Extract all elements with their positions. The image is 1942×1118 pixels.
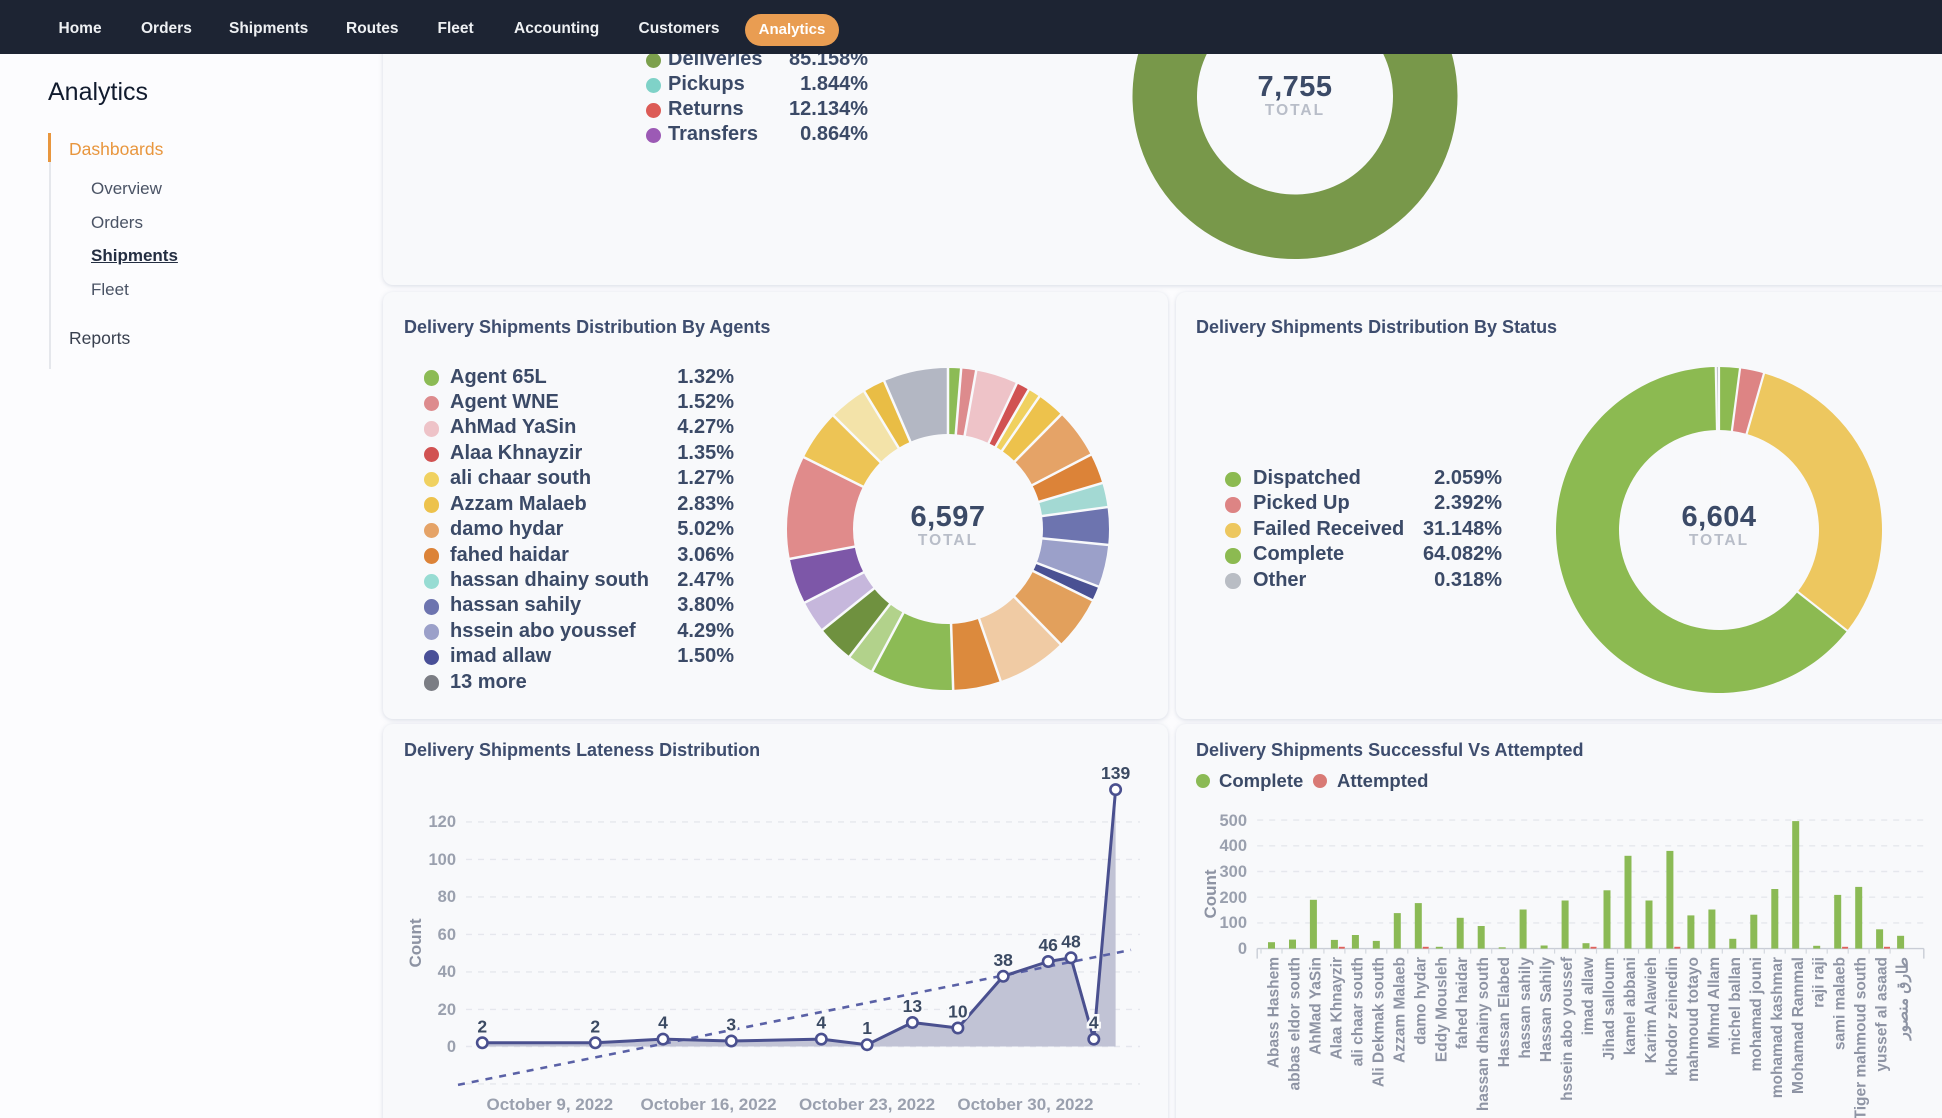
svg-text:damo hydar: damo hydar — [1412, 957, 1429, 1045]
svg-text:sami malaeb: sami malaeb — [1832, 957, 1849, 1050]
svg-text:Azzam Malaeb: Azzam Malaeb — [1391, 957, 1408, 1063]
svg-text:Hassan Sahily: Hassan Sahily — [1538, 957, 1555, 1062]
svg-text:hassan sahily: hassan sahily — [1517, 957, 1534, 1059]
svg-text:4: 4 — [816, 1013, 826, 1033]
svg-text:Tiger mahmoud south: Tiger mahmoud south — [1853, 957, 1870, 1118]
svg-text:hassan dhainy south: hassan dhainy south — [1475, 957, 1492, 1111]
svg-text:kamel abbani: kamel abbani — [1622, 957, 1639, 1055]
svg-text:yussef al asaad: yussef al asaad — [1874, 957, 1891, 1072]
svg-text:Karim Alawieh: Karim Alawieh — [1643, 957, 1660, 1063]
svg-text:4: 4 — [658, 1013, 668, 1033]
svg-text:Hassan Elabed: Hassan Elabed — [1496, 957, 1513, 1067]
svg-text:46: 46 — [1038, 935, 1058, 955]
svg-text:khodor zeinedin: khodor zeinedin — [1664, 957, 1681, 1076]
svg-text:4: 4 — [1089, 1013, 1099, 1033]
svg-text:139: 139 — [1101, 763, 1130, 783]
svg-text:AhMad YaSin: AhMad YaSin — [1307, 957, 1324, 1055]
svg-text:2: 2 — [590, 1016, 600, 1036]
svg-text:ali chaar south: ali chaar south — [1349, 957, 1366, 1066]
svg-text:hssein abo youssef: hssein abo youssef — [1559, 956, 1576, 1101]
svg-text:48: 48 — [1061, 931, 1081, 951]
svg-text:raji raji: raji raji — [1811, 957, 1828, 1008]
svg-text:2: 2 — [477, 1016, 487, 1036]
svg-text:Jihad salloum: Jihad salloum — [1601, 957, 1618, 1060]
svg-text:1: 1 — [862, 1018, 872, 1038]
svg-text:Mohamad Rammal: Mohamad Rammal — [1790, 957, 1807, 1094]
svg-text:Abass Hashem: Abass Hashem — [1266, 957, 1283, 1068]
svg-text:abbas eldor south: abbas eldor south — [1287, 957, 1304, 1091]
svg-text:Mhmd Allam: Mhmd Allam — [1706, 957, 1723, 1049]
svg-text:imad allaw: imad allaw — [1580, 956, 1597, 1035]
svg-text:38: 38 — [993, 950, 1013, 970]
svg-text:mahmoud totayo: mahmoud totayo — [1685, 957, 1702, 1082]
svg-text:Ali Dekmak south: Ali Dekmak south — [1370, 957, 1387, 1087]
svg-text:3: 3 — [726, 1015, 736, 1035]
svg-text:Alaa Khnayzir: Alaa Khnayzir — [1328, 957, 1345, 1060]
svg-text:michel ballan: michel ballan — [1727, 957, 1744, 1055]
svg-text:10: 10 — [948, 1002, 968, 1022]
svg-text:mohamad kashmar: mohamad kashmar — [1769, 957, 1786, 1098]
svg-text:mohamad jouni: mohamad jouni — [1748, 957, 1765, 1072]
svg-text:13: 13 — [903, 996, 923, 1016]
svg-text:fahed haidar: fahed haidar — [1454, 957, 1471, 1049]
svg-text:Eddy Mousleh: Eddy Mousleh — [1433, 957, 1450, 1062]
svg-text:طارق منصور: طارق منصور — [1895, 957, 1913, 1041]
